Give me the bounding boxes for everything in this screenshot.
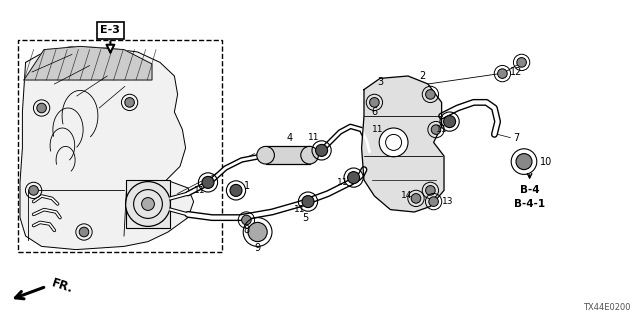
Text: 11: 11 (294, 205, 306, 214)
Circle shape (498, 69, 508, 78)
Text: 11: 11 (372, 125, 383, 134)
Circle shape (369, 98, 379, 107)
Text: FR.: FR. (50, 277, 74, 296)
Circle shape (426, 186, 435, 195)
Bar (266, 147, 310, 164)
Circle shape (444, 116, 456, 128)
Text: 11: 11 (337, 178, 348, 187)
Text: 7: 7 (514, 132, 520, 143)
Text: 1: 1 (244, 180, 250, 191)
Circle shape (380, 128, 408, 157)
Circle shape (141, 197, 154, 211)
Text: 11: 11 (308, 133, 319, 142)
Circle shape (429, 197, 438, 206)
Circle shape (348, 172, 360, 184)
Text: 2: 2 (419, 71, 426, 81)
Text: 12: 12 (511, 67, 523, 77)
Bar (18, 40, 221, 252)
Circle shape (125, 98, 134, 107)
Circle shape (412, 194, 421, 203)
Circle shape (302, 196, 314, 208)
Text: 9: 9 (255, 243, 260, 253)
Circle shape (248, 222, 268, 242)
Circle shape (242, 215, 252, 225)
Polygon shape (362, 76, 444, 212)
Text: 3: 3 (377, 76, 383, 87)
Circle shape (431, 125, 441, 134)
Text: 13: 13 (442, 197, 453, 206)
Text: TX44E0200: TX44E0200 (583, 303, 630, 312)
Bar (127, 180, 170, 228)
Circle shape (29, 186, 38, 195)
Text: 14: 14 (401, 191, 412, 201)
Text: E-3: E-3 (100, 25, 120, 36)
Text: 8: 8 (243, 225, 250, 236)
Circle shape (125, 181, 170, 227)
Text: 11: 11 (436, 125, 447, 134)
Circle shape (516, 154, 532, 170)
Circle shape (426, 90, 435, 99)
Text: 11: 11 (195, 186, 205, 195)
Text: 6: 6 (371, 107, 378, 117)
Text: B-4: B-4 (520, 185, 540, 196)
Text: 10: 10 (540, 156, 552, 167)
Text: 5: 5 (303, 212, 308, 223)
Polygon shape (24, 46, 152, 80)
Circle shape (230, 184, 242, 196)
Circle shape (517, 58, 526, 67)
Polygon shape (20, 46, 193, 250)
Text: B-4-1: B-4-1 (514, 199, 545, 209)
Circle shape (37, 103, 46, 113)
Circle shape (316, 144, 328, 156)
Circle shape (257, 146, 275, 164)
Circle shape (301, 146, 319, 164)
Circle shape (202, 176, 214, 188)
Circle shape (79, 227, 89, 237)
Text: 4: 4 (287, 132, 292, 143)
